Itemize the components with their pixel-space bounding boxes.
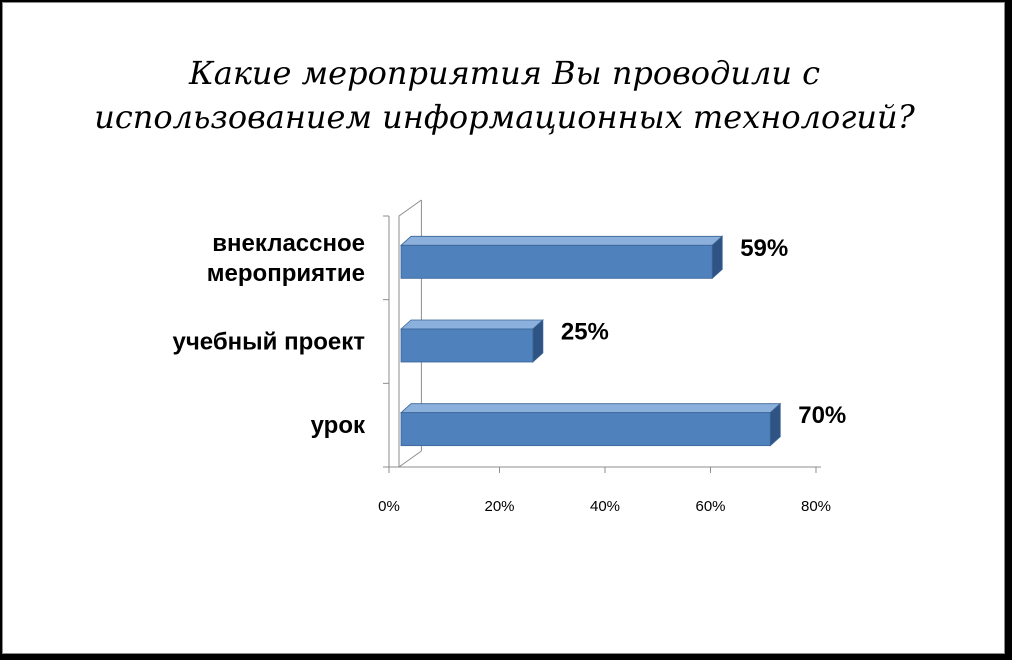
x-tick-label: 80% <box>801 498 831 515</box>
x-tick-label: 60% <box>695 498 725 515</box>
bar-top-face <box>399 403 782 414</box>
bar-top-face <box>399 235 724 246</box>
data-label: 70% <box>798 402 846 429</box>
bar <box>400 412 771 447</box>
y-tick-label: учебный проект <box>173 329 366 356</box>
bar <box>400 244 713 279</box>
data-label: 25% <box>561 319 609 346</box>
x-tick-label: 20% <box>484 498 514 515</box>
bar-top-face <box>399 319 544 330</box>
back-wall-edge <box>398 199 422 467</box>
y-tick-label: внеклассное <box>212 230 365 257</box>
data-label: 59% <box>740 235 788 262</box>
chart-area: Какие мероприятия Вы проводили с использ… <box>2 2 1005 654</box>
bar-chart: 0% 20% 40% 60% 80% 59% внеклассное мероприятие 2… <box>173 199 846 515</box>
chart-title: Какие мероприятия Вы проводили с использ… <box>94 54 915 136</box>
y-tick-label: мероприятие <box>207 260 365 287</box>
y-tick-label: урок <box>311 412 366 439</box>
x-tick-label: 0% <box>378 498 400 515</box>
floor-edge <box>398 450 422 468</box>
bar <box>400 328 534 363</box>
x-tick-label: 40% <box>590 498 620 515</box>
